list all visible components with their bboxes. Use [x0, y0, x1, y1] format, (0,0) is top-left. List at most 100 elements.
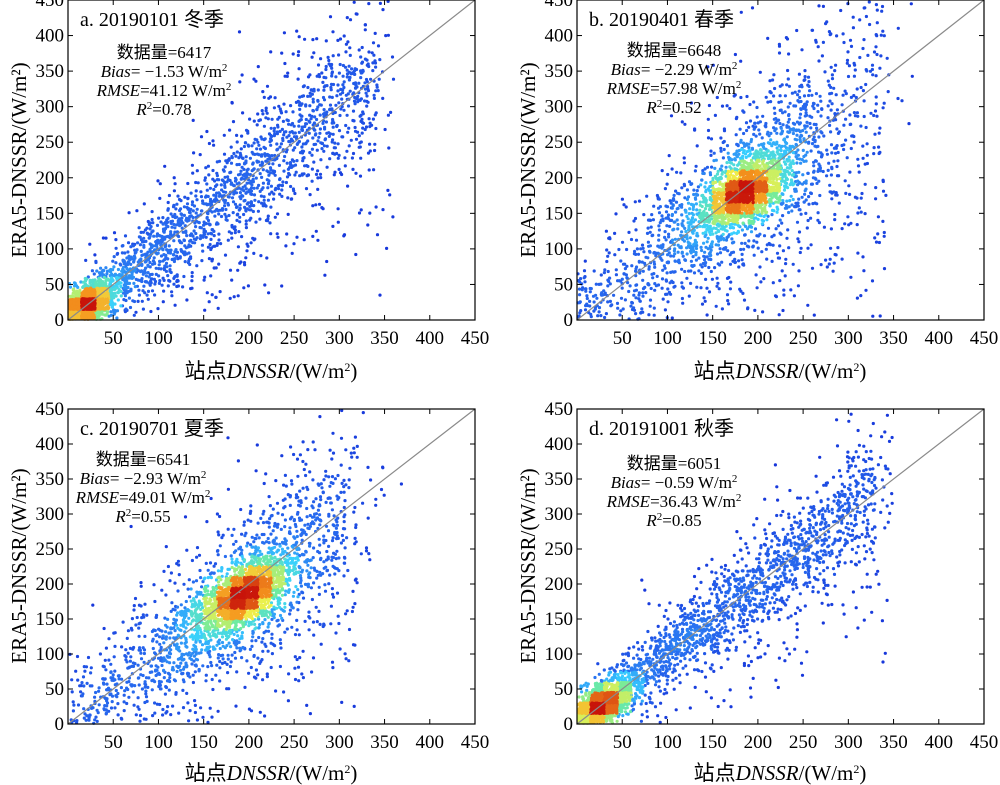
panel-a-point: [300, 128, 304, 132]
panel-b-point: [877, 151, 881, 156]
panel-a-point: [310, 167, 314, 171]
panel-b-point: [725, 161, 729, 165]
panel-b-point: [713, 166, 717, 170]
panel-a-point: [336, 207, 340, 211]
panel-b-point: [588, 304, 592, 308]
panel-b-point: [660, 277, 665, 281]
panel-b-point: [682, 182, 686, 186]
panel-a-point: [79, 280, 83, 284]
panel-a-point: [249, 241, 253, 245]
panel-b-point: [781, 192, 785, 196]
panel-a-point: [175, 284, 179, 289]
panel-b-point: [803, 75, 807, 79]
panel-b-point: [728, 106, 732, 111]
panel-a-point: [147, 275, 151, 279]
panel-b-point: [802, 106, 806, 110]
panel-b-point: [821, 4, 826, 8]
panel-a-point: [386, 188, 390, 192]
panel-a-point: [359, 76, 363, 80]
panel-a-point: [352, 91, 356, 95]
panel-b-point: [786, 105, 790, 109]
panel-a-point: [98, 288, 102, 293]
panel-a-point: [263, 137, 267, 141]
panel-b-point: [664, 204, 668, 208]
panel-a-point: [189, 191, 193, 195]
panel-a-point: [320, 147, 324, 151]
panel-b-point: [680, 267, 684, 271]
panel-a-point: [301, 156, 305, 160]
panel-a-point: [106, 292, 110, 296]
panel-a-point: [241, 111, 245, 115]
panel-a-point: [193, 241, 197, 245]
panel-b-point: [648, 218, 653, 222]
panel-a-point: [351, 151, 356, 156]
panel-a-point: [144, 266, 148, 270]
panel-a-point: [212, 234, 216, 238]
panel-b-point: [620, 240, 625, 244]
panel-a-point: [126, 241, 131, 245]
panel-a-point: [284, 180, 288, 185]
panel-a-point: [286, 119, 290, 123]
panel-a-point: [304, 187, 309, 191]
panel-a-point: [385, 246, 389, 250]
panel-a-point: [357, 81, 361, 85]
panel-a-point: [371, 117, 375, 121]
panel-b-point: [742, 247, 746, 251]
panel-a-point: [290, 251, 294, 255]
panel-a-point: [130, 257, 134, 261]
panel-a-point: [295, 142, 299, 146]
panel-b-point: [669, 254, 673, 258]
panel-b-xlabel: 站点DNSSR/(W/m2): [694, 359, 867, 383]
panel-b-point: [861, 46, 865, 51]
panel-b-point: [846, 74, 851, 79]
panel-b-point: [651, 218, 656, 222]
panel-a-point: [307, 131, 311, 135]
panel-b-point: [820, 154, 824, 158]
panel-b-point: [715, 276, 719, 280]
panel-b-point: [839, 8, 843, 13]
panel-a-point: [238, 206, 242, 211]
panel-b-point: [865, 161, 870, 166]
panel-b-point: [810, 28, 814, 32]
panel-a-point: [123, 251, 127, 255]
panel-b-point: [670, 213, 674, 218]
panel-b-point: [896, 96, 900, 101]
panel-a-point: [219, 214, 224, 219]
panel-a-point: [123, 284, 128, 288]
panel-b-point: [864, 14, 869, 19]
panel-a-point: [322, 98, 327, 102]
panel-a-point: [258, 189, 262, 193]
panel-b-point: [714, 243, 718, 247]
panel-a-point: [160, 283, 164, 287]
panel-a-point: [84, 292, 88, 296]
panel-a-point: [303, 37, 307, 41]
panel-b-point: [872, 152, 876, 156]
panel-a-point: [345, 75, 349, 79]
panel-b-point: [859, 196, 863, 200]
panel-b-point: [705, 240, 709, 244]
panel-b-point: [781, 214, 785, 218]
panel-a-point: [319, 158, 323, 162]
panel-b-point: [640, 243, 645, 247]
panel-a-point: [292, 159, 296, 163]
panel-b-point: [752, 253, 756, 257]
panel-a-point: [109, 310, 113, 314]
panel-a-point: [352, 72, 356, 76]
panel-a-point: [172, 259, 176, 264]
panel-a-point: [195, 264, 199, 268]
panel-a-point: [113, 287, 117, 291]
panel-a-point: [235, 205, 239, 209]
panel-a-point: [123, 310, 127, 314]
panel-b-point: [874, 74, 878, 78]
panel-b-point: [855, 196, 859, 200]
panel-a-point: [177, 197, 182, 202]
panel-b-point: [856, 157, 860, 161]
panel-a-point: [195, 207, 199, 211]
panel-b-point: [796, 153, 801, 157]
panel-a-point: [348, 53, 352, 58]
panel-b-point: [687, 294, 691, 298]
panel-a-point: [331, 82, 336, 87]
panel-b-point: [759, 280, 763, 284]
panel-b-point: [673, 247, 677, 251]
panel-a-point: [251, 161, 255, 165]
